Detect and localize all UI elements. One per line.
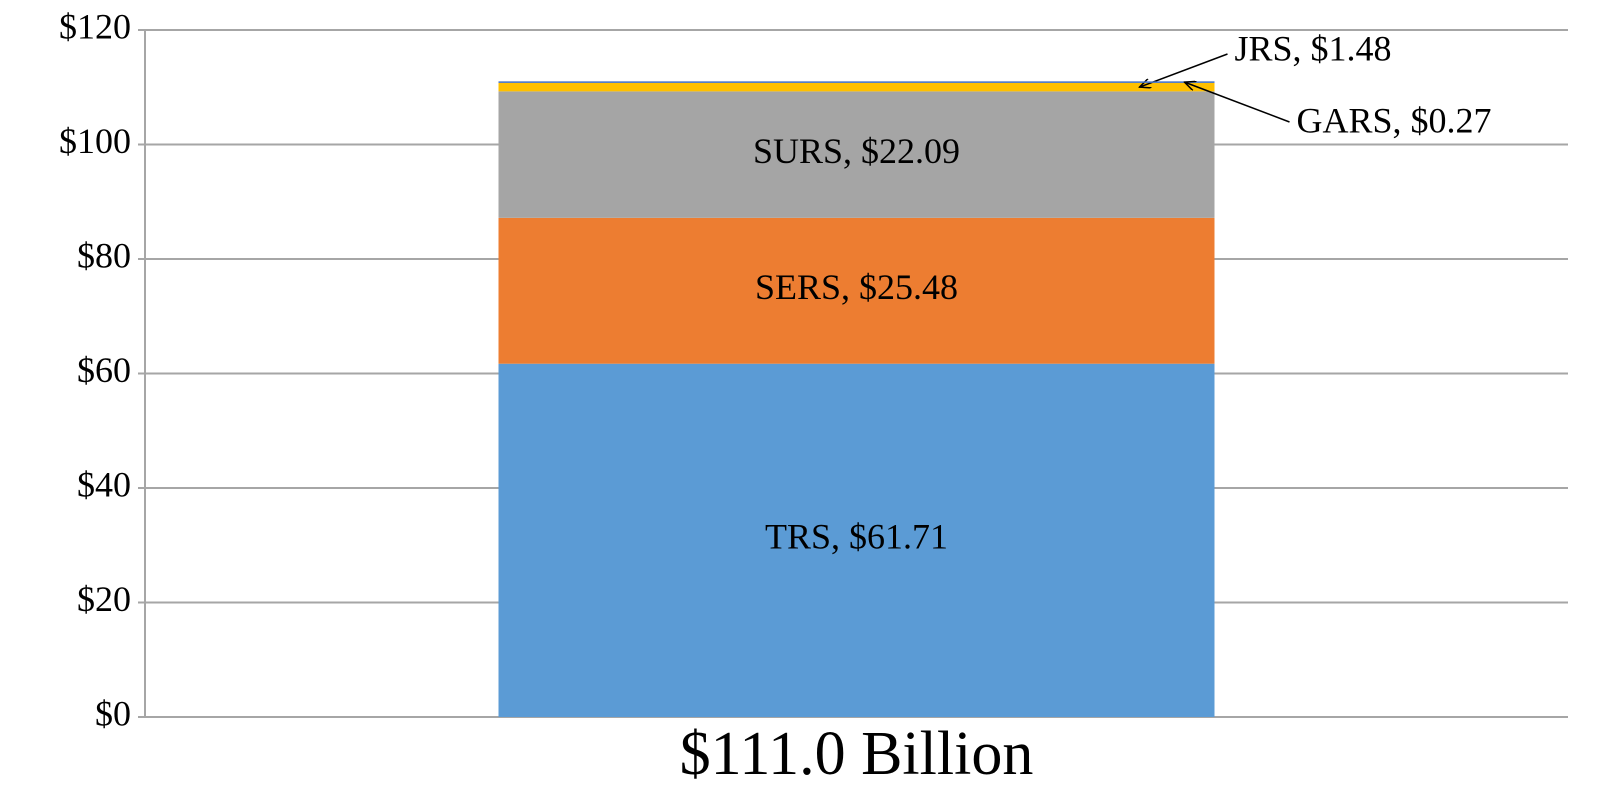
bar-segment [498, 82, 1215, 92]
y-tick-label: $100 [59, 121, 131, 161]
data-label: TRS, $61.71 [765, 517, 948, 557]
data-label: JRS, $1.48 [1235, 28, 1392, 68]
bar-segment [498, 217, 1215, 364]
data-label: SERS, $25.48 [755, 267, 958, 307]
data-label: SURS, $22.09 [753, 131, 960, 171]
x-tick-label: $111.0 Billion [680, 720, 1034, 788]
y-tick-label: $40 [77, 464, 131, 504]
y-tick-label: $80 [77, 235, 131, 275]
bar-segment [498, 363, 1215, 717]
bar-segment [498, 91, 1215, 218]
y-tick-label: $120 [59, 6, 131, 46]
y-tick-label: $60 [77, 350, 131, 390]
data-label: GARS, $0.27 [1297, 100, 1492, 140]
leader-arrow [1185, 82, 1290, 123]
y-tick-label: $20 [77, 579, 131, 619]
bar-segment [498, 81, 1215, 83]
y-tick-label: $0 [95, 693, 131, 733]
